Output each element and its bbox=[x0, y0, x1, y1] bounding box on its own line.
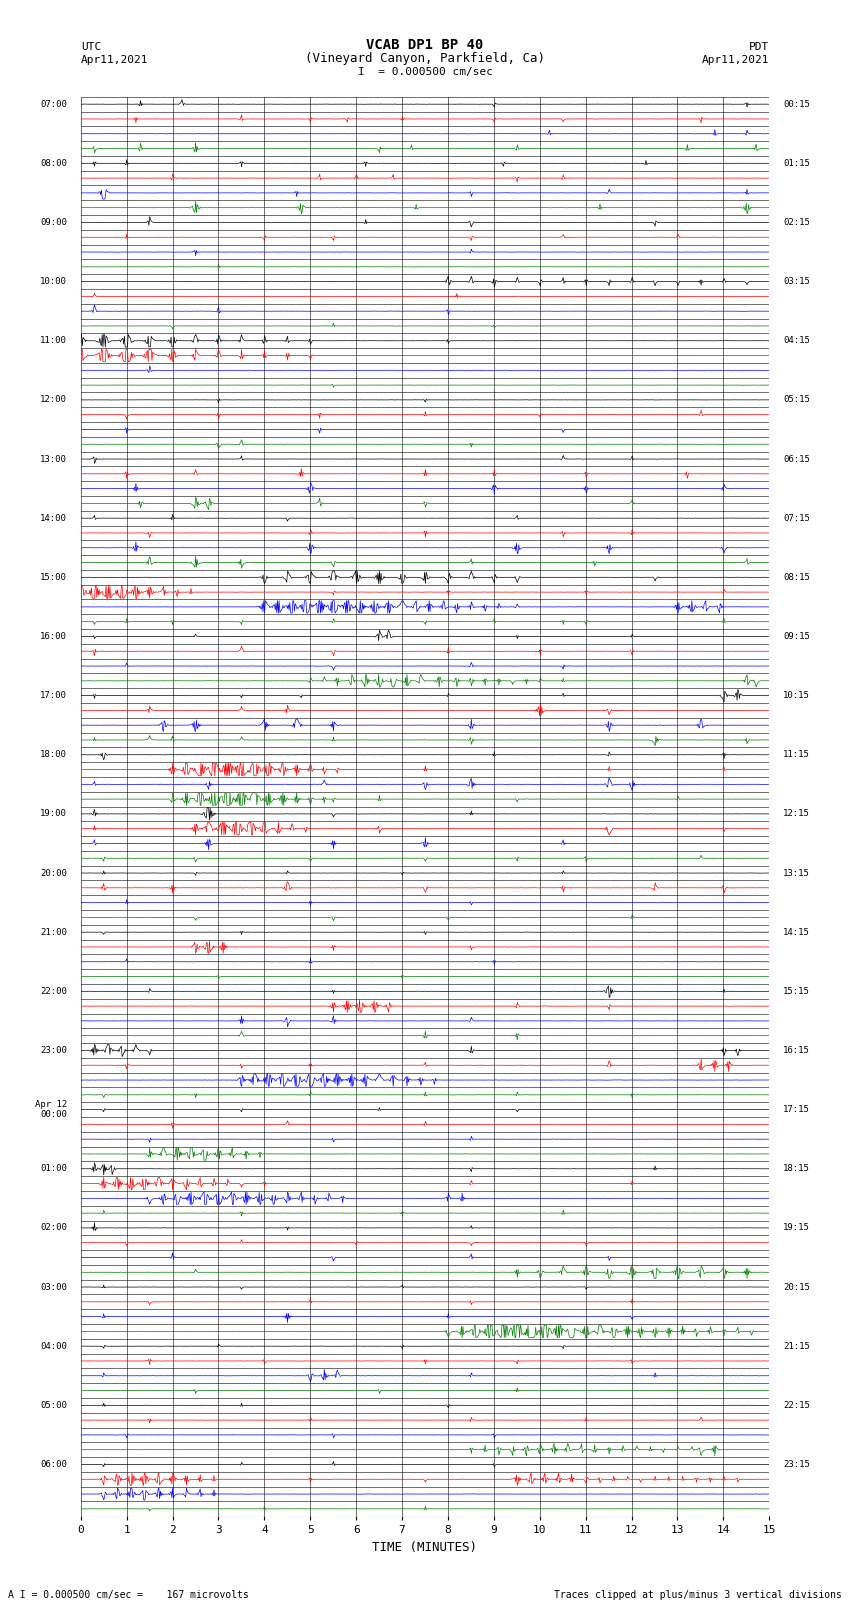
Text: 13:00: 13:00 bbox=[40, 455, 67, 463]
Text: 08:15: 08:15 bbox=[783, 573, 810, 582]
Text: 09:00: 09:00 bbox=[40, 218, 67, 227]
Text: 15:00: 15:00 bbox=[40, 573, 67, 582]
Text: Apr11,2021: Apr11,2021 bbox=[702, 55, 769, 65]
Text: 15:15: 15:15 bbox=[783, 987, 810, 995]
Text: 06:00: 06:00 bbox=[40, 1460, 67, 1469]
Text: 01:15: 01:15 bbox=[783, 158, 810, 168]
Text: UTC: UTC bbox=[81, 42, 101, 52]
Text: 10:00: 10:00 bbox=[40, 277, 67, 286]
Text: 22:00: 22:00 bbox=[40, 987, 67, 995]
Text: 19:15: 19:15 bbox=[783, 1223, 810, 1232]
Text: 21:15: 21:15 bbox=[783, 1342, 810, 1350]
Text: 05:00: 05:00 bbox=[40, 1400, 67, 1410]
Text: 06:15: 06:15 bbox=[783, 455, 810, 463]
Text: 21:00: 21:00 bbox=[40, 927, 67, 937]
Text: 04:15: 04:15 bbox=[783, 336, 810, 345]
Text: 10:15: 10:15 bbox=[783, 690, 810, 700]
Text: 00:15: 00:15 bbox=[783, 100, 810, 108]
Text: VCAB DP1 BP 40: VCAB DP1 BP 40 bbox=[366, 37, 484, 52]
Text: 20:15: 20:15 bbox=[783, 1282, 810, 1292]
Text: 12:00: 12:00 bbox=[40, 395, 67, 405]
Text: I  = 0.000500 cm/sec: I = 0.000500 cm/sec bbox=[358, 68, 492, 77]
Text: 03:15: 03:15 bbox=[783, 277, 810, 286]
Text: 11:15: 11:15 bbox=[783, 750, 810, 760]
Text: 14:00: 14:00 bbox=[40, 513, 67, 523]
Text: 03:00: 03:00 bbox=[40, 1282, 67, 1292]
Text: 16:15: 16:15 bbox=[783, 1045, 810, 1055]
Text: A I = 0.000500 cm/sec =    167 microvolts: A I = 0.000500 cm/sec = 167 microvolts bbox=[8, 1590, 249, 1600]
X-axis label: TIME (MINUTES): TIME (MINUTES) bbox=[372, 1540, 478, 1553]
Text: Apr 12
00:00: Apr 12 00:00 bbox=[35, 1100, 67, 1119]
Text: 07:00: 07:00 bbox=[40, 100, 67, 108]
Text: 12:15: 12:15 bbox=[783, 810, 810, 818]
Text: 19:00: 19:00 bbox=[40, 810, 67, 818]
Text: 16:00: 16:00 bbox=[40, 632, 67, 640]
Text: 02:15: 02:15 bbox=[783, 218, 810, 227]
Text: 23:00: 23:00 bbox=[40, 1045, 67, 1055]
Text: Traces clipped at plus/minus 3 vertical divisions: Traces clipped at plus/minus 3 vertical … bbox=[553, 1590, 842, 1600]
Text: 17:00: 17:00 bbox=[40, 690, 67, 700]
Text: (Vineyard Canyon, Parkfield, Ca): (Vineyard Canyon, Parkfield, Ca) bbox=[305, 52, 545, 65]
Text: 09:15: 09:15 bbox=[783, 632, 810, 640]
Text: 23:15: 23:15 bbox=[783, 1460, 810, 1469]
Text: PDT: PDT bbox=[749, 42, 769, 52]
Text: 18:00: 18:00 bbox=[40, 750, 67, 760]
Text: 22:15: 22:15 bbox=[783, 1400, 810, 1410]
Text: 05:15: 05:15 bbox=[783, 395, 810, 405]
Text: 14:15: 14:15 bbox=[783, 927, 810, 937]
Text: 17:15: 17:15 bbox=[783, 1105, 810, 1115]
Text: 20:00: 20:00 bbox=[40, 868, 67, 877]
Text: 18:15: 18:15 bbox=[783, 1165, 810, 1173]
Text: 01:00: 01:00 bbox=[40, 1165, 67, 1173]
Text: 13:15: 13:15 bbox=[783, 868, 810, 877]
Text: 11:00: 11:00 bbox=[40, 336, 67, 345]
Text: 02:00: 02:00 bbox=[40, 1223, 67, 1232]
Text: 08:00: 08:00 bbox=[40, 158, 67, 168]
Text: Apr11,2021: Apr11,2021 bbox=[81, 55, 148, 65]
Text: 07:15: 07:15 bbox=[783, 513, 810, 523]
Text: 04:00: 04:00 bbox=[40, 1342, 67, 1350]
